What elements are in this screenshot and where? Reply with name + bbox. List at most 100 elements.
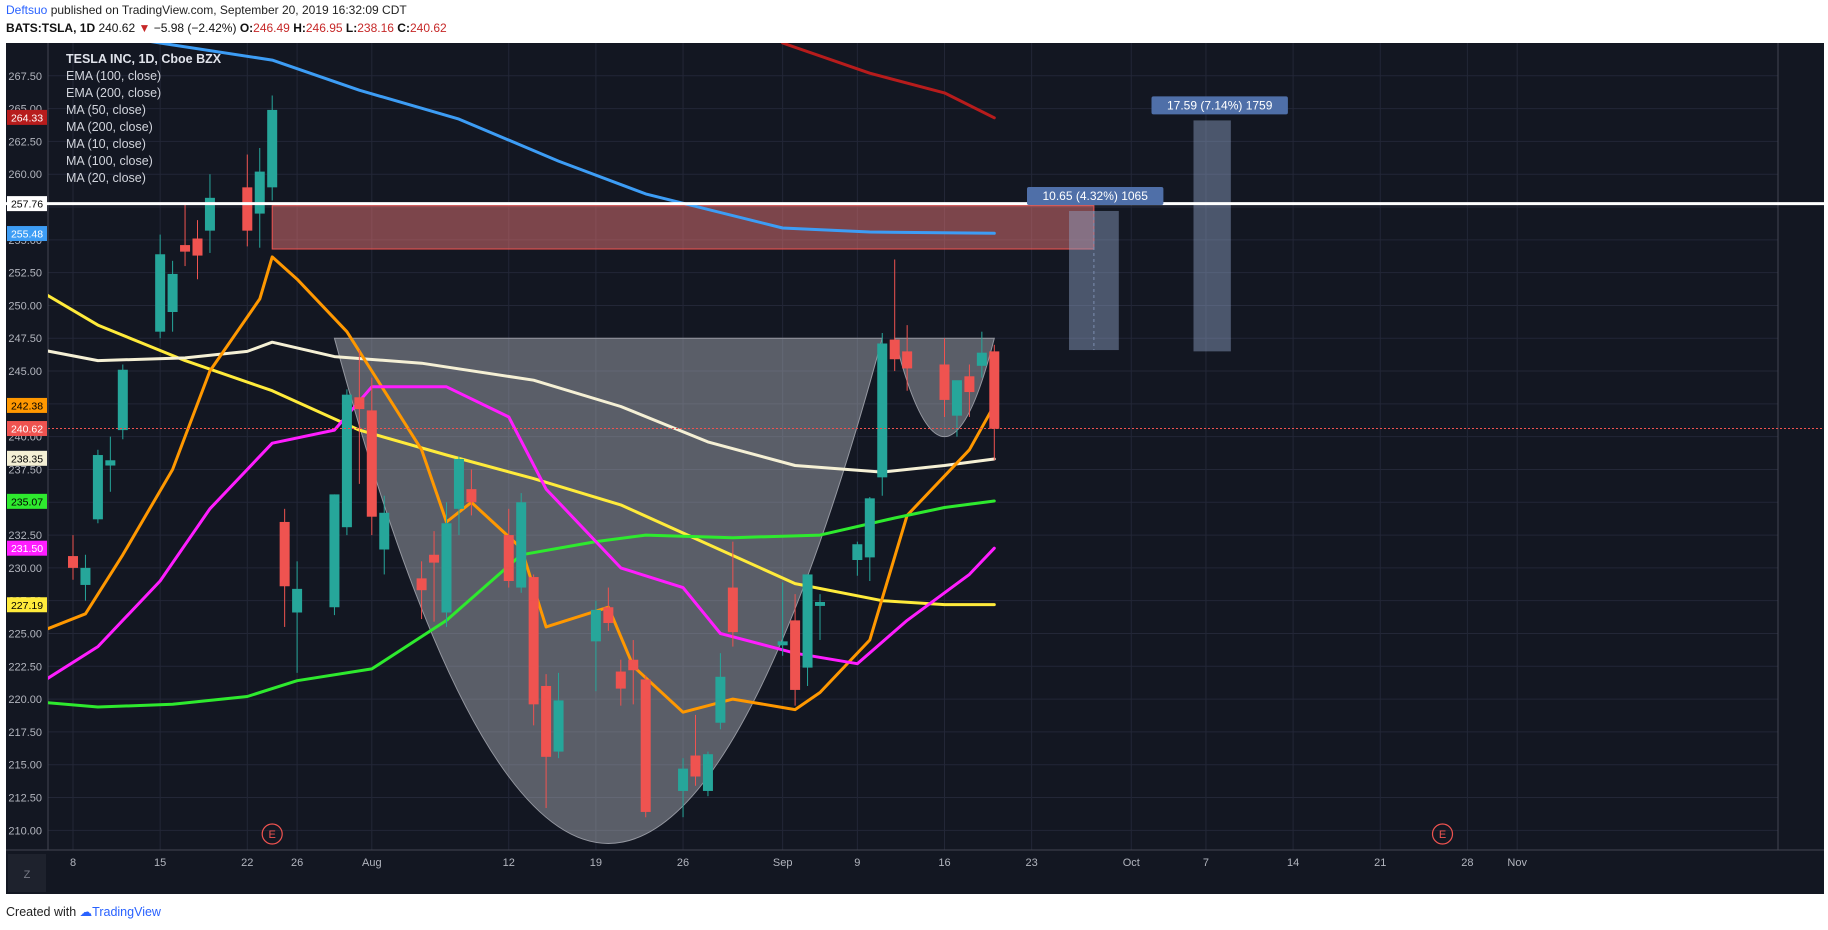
candle-up[interactable] (379, 512, 390, 550)
candle-down[interactable] (192, 238, 203, 256)
candle-down[interactable] (690, 755, 701, 777)
candle-down[interactable] (640, 679, 651, 812)
candle-up[interactable] (951, 380, 962, 416)
candle-up[interactable] (155, 254, 166, 332)
tradingview-link[interactable]: TradingView (92, 905, 161, 919)
series-line-ma-200-close[interactable] (36, 340, 996, 474)
candle-up[interactable] (852, 544, 863, 561)
candle-down[interactable] (615, 671, 626, 689)
candle-down[interactable] (541, 685, 552, 757)
resistance-zone[interactable] (271, 205, 1095, 250)
x-tick-label: 21 (1374, 857, 1386, 869)
candle-down[interactable] (902, 351, 913, 369)
x-tick-label: Oct (1123, 857, 1140, 869)
x-tick-label: Aug (362, 857, 382, 869)
candle-up[interactable] (590, 609, 601, 642)
earnings-marker-icon[interactable] (1431, 823, 1454, 845)
candle-down[interactable] (727, 587, 738, 633)
candle-down[interactable] (242, 187, 253, 231)
candle-up[interactable] (267, 109, 278, 188)
candle-up[interactable] (254, 171, 265, 214)
candle-up[interactable] (292, 588, 303, 613)
candle-down[interactable] (366, 410, 377, 517)
tradingview-logo-icon: ☁ (79, 905, 93, 919)
candle-up[interactable] (877, 343, 888, 478)
candle-up[interactable] (92, 455, 103, 520)
candle-up[interactable] (167, 273, 178, 312)
candle-up[interactable] (441, 523, 452, 613)
legend-item-ma20[interactable]: MA (20, close) (66, 171, 146, 185)
legend-item-ma50[interactable]: MA (50, close) (66, 103, 146, 117)
price-label-tag (7, 540, 47, 556)
measure-label: 17.59 (7.14%) 1759 (1167, 98, 1273, 112)
candle-up[interactable] (80, 567, 91, 585)
legend-item-ma100[interactable]: MA (100, close) (66, 154, 153, 168)
price-axis[interactable] (1778, 43, 1824, 850)
candle-up[interactable] (341, 394, 352, 528)
legend-item-ema100[interactable]: EMA (100, close) (66, 69, 162, 83)
price-label-tag (7, 226, 47, 242)
publish-header: Deftsuo published on TradingView.com, Se… (6, 3, 407, 19)
price-label-tag (7, 597, 47, 613)
candle-down[interactable] (628, 659, 639, 671)
author-link[interactable]: Deftsuo (6, 3, 48, 17)
x-tick-label: 12 (503, 857, 515, 869)
candle-up[interactable] (702, 754, 713, 791)
candle-up[interactable] (105, 460, 116, 466)
candle-down[interactable] (68, 556, 78, 568)
price-label: 238.35 (11, 453, 43, 465)
x-tick-label: Nov (1507, 857, 1527, 869)
candle-down[interactable] (279, 521, 290, 587)
symbol-label: BATS:TSLA, 1D (6, 21, 96, 35)
candle-up[interactable] (329, 494, 340, 608)
candle-up[interactable] (678, 768, 689, 791)
x-tick-label: 26 (291, 857, 303, 869)
candle-up[interactable] (715, 676, 726, 723)
candle-down[interactable] (354, 397, 365, 410)
measure-box[interactable] (1193, 120, 1231, 352)
zoom-button[interactable] (8, 854, 46, 892)
candle-down[interactable] (889, 339, 900, 360)
price-label: 235.07 (11, 496, 43, 508)
x-tick-label: 22 (241, 857, 253, 869)
y-tick-label: 217.50 (8, 727, 42, 739)
x-tick-label: 14 (1287, 857, 1299, 869)
candle-up[interactable] (117, 369, 128, 431)
publish-info: published on TradingView.com, September … (50, 3, 407, 17)
candle-down[interactable] (503, 535, 514, 581)
candle-down[interactable] (964, 376, 975, 393)
candle-down[interactable] (939, 364, 950, 400)
candle-up[interactable] (976, 352, 987, 366)
candle-up[interactable] (553, 700, 564, 752)
legend-item-ema200[interactable]: EMA (200, close) (66, 86, 162, 100)
candle-down[interactable] (416, 578, 427, 591)
candle-up[interactable] (815, 601, 825, 606)
chart-legend: TESLA INC, 1D, Cboe BZX EMA (100, close)… (66, 51, 221, 187)
candle-down[interactable] (466, 489, 477, 503)
candle-up[interactable] (864, 498, 875, 558)
candle-up[interactable] (802, 574, 813, 668)
candle-down[interactable] (528, 577, 539, 705)
low-label: L: (345, 21, 358, 35)
candle-up[interactable] (204, 197, 215, 231)
candle-down[interactable] (429, 554, 440, 563)
candle-up[interactable] (453, 458, 464, 509)
candle-down[interactable] (790, 620, 801, 690)
legend-item-ma200[interactable]: MA (200, close) (66, 120, 153, 134)
candle-down[interactable] (989, 351, 1000, 429)
series-line-ema-100-close[interactable] (36, 43, 996, 235)
series-line-ma-20-close[interactable] (36, 385, 996, 686)
plot-area[interactable] (31, 43, 1231, 844)
candle-down[interactable] (603, 607, 614, 623)
earnings-marker-icon[interactable] (261, 823, 283, 845)
candle-down[interactable] (180, 245, 191, 252)
series-line-ma-10-close[interactable] (36, 255, 996, 714)
series-line-ema-200-close[interactable] (781, 43, 996, 120)
y-tick-label: 210.00 (8, 825, 42, 837)
zoom-button-label: Z (24, 869, 31, 881)
candle-up[interactable] (516, 502, 527, 588)
legend-item-ma10[interactable]: MA (10, close) (66, 137, 146, 151)
price-chart[interactable]: 210.00 212.50 215.00 217.50 220.00 222.50 225.… (6, 43, 1824, 894)
candle-up[interactable] (777, 641, 788, 646)
chart-canvas[interactable]: 210.00 212.50 215.00 217.50 220.00 222.50 225.… (6, 43, 1824, 894)
